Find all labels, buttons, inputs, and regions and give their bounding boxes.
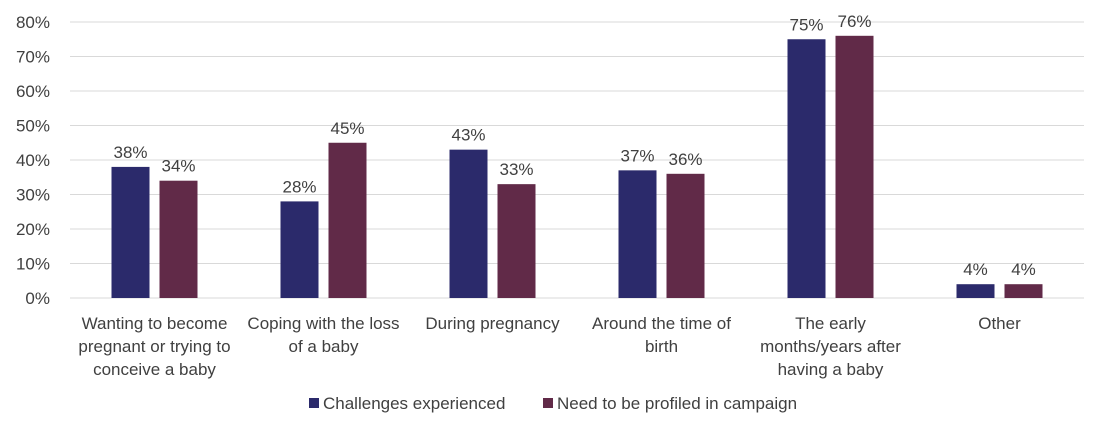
bars <box>111 35 1043 299</box>
y-axis: 0% 10% 20% 30% 40% 50% 60% 70% 80% <box>16 13 50 308</box>
bar-series-1 <box>111 166 150 298</box>
bar-series-2 <box>835 35 874 299</box>
x-tick-label: Wanting to become <box>82 314 228 333</box>
y-tick-label: 50% <box>16 117 50 136</box>
x-tick-label: During pregnancy <box>425 314 560 333</box>
x-tick-label: conceive a baby <box>93 360 216 379</box>
data-label: 36% <box>668 150 702 169</box>
y-tick-label: 0% <box>25 289 50 308</box>
bar-series-2 <box>497 184 536 298</box>
y-tick-label: 40% <box>16 151 50 170</box>
data-label: 4% <box>1011 260 1036 279</box>
x-tick-label: having a baby <box>778 360 884 379</box>
bar-series-1 <box>618 170 657 298</box>
data-label: 38% <box>113 143 147 162</box>
data-label: 45% <box>330 119 364 138</box>
x-tick-label: Other <box>978 314 1021 333</box>
y-tick-label: 60% <box>16 82 50 101</box>
data-labels: 38% 34% 28% 45% 43% 33% 37% 36% 75% 76% 4% 4% <box>113 12 1035 279</box>
x-tick-label: The early <box>795 314 866 333</box>
data-label: 34% <box>161 157 195 176</box>
legend-label: Need to be profiled in campaign <box>557 394 797 413</box>
bar-series-2 <box>666 173 705 298</box>
x-tick-label: Around the time of <box>592 314 731 333</box>
data-label: 28% <box>282 177 316 196</box>
data-label: 37% <box>620 146 654 165</box>
bar-series-1 <box>787 39 826 298</box>
x-tick-label: months/years after <box>760 337 901 356</box>
y-tick-label: 30% <box>16 186 50 205</box>
x-axis: Wanting to become pregnant or trying to co… <box>78 314 1021 379</box>
bar-series-2 <box>1004 284 1043 298</box>
gridlines <box>70 21 1084 299</box>
y-tick-label: 10% <box>16 255 50 274</box>
bar-series-1 <box>956 284 995 298</box>
y-tick-label: 80% <box>16 13 50 32</box>
data-label: 75% <box>789 15 823 34</box>
x-tick-label: pregnant or trying to <box>78 337 230 356</box>
bar-series-1 <box>449 149 488 298</box>
x-tick-label: birth <box>645 337 678 356</box>
data-label: 43% <box>451 126 485 145</box>
bar-series-1 <box>280 201 319 298</box>
x-tick-label: of a baby <box>289 337 359 356</box>
legend-swatch-1 <box>309 398 319 408</box>
y-tick-label: 20% <box>16 220 50 239</box>
bar-series-2 <box>328 142 367 298</box>
legend-swatch-2 <box>543 398 553 408</box>
bar-series-2 <box>159 180 198 298</box>
x-tick-label: Coping with the loss <box>247 314 399 333</box>
legend: Challenges experienced Need to be profile… <box>309 394 797 413</box>
data-label: 76% <box>837 12 871 31</box>
data-label: 33% <box>499 160 533 179</box>
y-tick-label: 70% <box>16 48 50 67</box>
legend-label: Challenges experienced <box>323 394 505 413</box>
data-label: 4% <box>963 260 988 279</box>
